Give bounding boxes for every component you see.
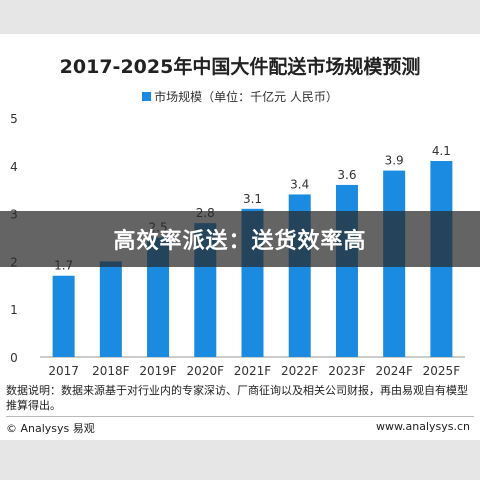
chart-title: 2017-2025年中国大件配送市场规模预测 xyxy=(59,56,421,78)
bar-value-label: 3.6 xyxy=(337,168,356,182)
bar xyxy=(147,237,170,357)
x-tick-label: 2022F xyxy=(281,364,319,378)
x-tick-label: 2017 xyxy=(48,364,79,378)
bar xyxy=(99,261,122,357)
x-tick-label: 2021F xyxy=(234,364,272,378)
bar-value-label: 3.9 xyxy=(385,154,404,168)
x-tick-label: 2018F xyxy=(92,364,130,378)
bar xyxy=(52,275,75,357)
x-tick-label: 2019F xyxy=(139,364,177,378)
footer-divider xyxy=(6,416,474,417)
chart-legend: 市场规模（单位：千亿元 人民币） xyxy=(0,88,480,105)
y-tick-label: 4 xyxy=(10,160,18,174)
y-tick-label: 5 xyxy=(10,112,18,126)
footer-brand: © Analysys 易观 xyxy=(6,422,95,435)
footer-url: www.analysys.cn xyxy=(376,420,470,433)
bottom-border xyxy=(0,440,480,480)
x-tick-label: 2020F xyxy=(187,364,225,378)
overlay-text: 高效率派送：送货效率高 xyxy=(113,229,367,254)
legend-swatch xyxy=(142,92,152,101)
legend-label: 市场规模（单位：千亿元 人民币） xyxy=(154,90,338,104)
bar-value-label: 3.1 xyxy=(243,192,262,206)
top-border xyxy=(0,0,480,34)
overlay-banner: 高效率派送：送货效率高 xyxy=(0,211,480,267)
x-tick-label: 2024F xyxy=(375,364,413,378)
bar-value-label: 3.4 xyxy=(290,177,309,191)
data-note: 数据说明：数据来源基于对行业内的专家深访、厂商征询以及相关公司财报，再由易观自有… xyxy=(6,384,468,412)
y-tick-label: 0 xyxy=(10,351,18,365)
x-tick-label: 2025F xyxy=(423,364,461,378)
x-tick-label: 2023F xyxy=(328,364,366,378)
bar-value-label: 4.1 xyxy=(432,144,451,158)
y-tick-label: 1 xyxy=(10,303,18,317)
